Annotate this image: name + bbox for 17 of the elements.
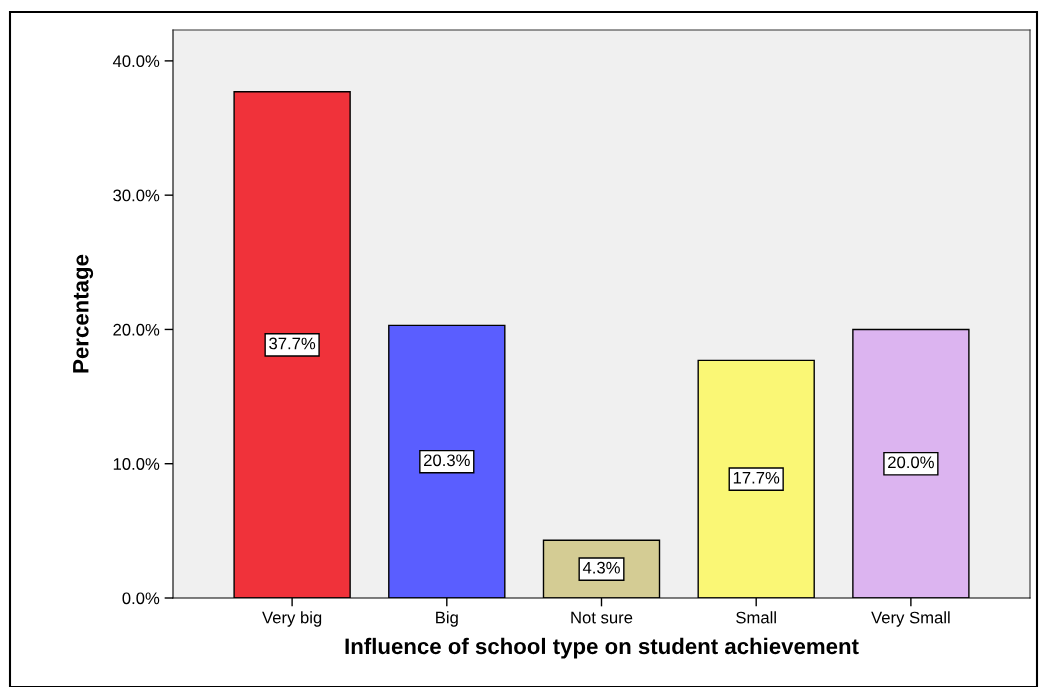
data-label: 17.7% bbox=[733, 471, 780, 484]
x-tick-label: Not sure bbox=[571, 611, 633, 624]
x-axis-title: Influence of school type on student achievement bbox=[345, 637, 859, 659]
y-tick-label: 40.0% bbox=[112, 55, 160, 68]
y-tick-label: 0.0% bbox=[122, 592, 160, 605]
data-label: 20.3% bbox=[424, 454, 470, 467]
x-tick-label: Very Small bbox=[871, 611, 950, 627]
data-label: 4.3% bbox=[582, 561, 620, 574]
y-tick-label: 10.0% bbox=[113, 458, 160, 470]
y-tick-label: 20.0% bbox=[113, 323, 160, 336]
y-axis-title: Percentage bbox=[73, 254, 94, 373]
x-tick-label: Small bbox=[736, 611, 776, 624]
y-tick-label: 30.0% bbox=[113, 189, 160, 202]
x-tick-label: Very big bbox=[262, 611, 322, 627]
x-tick-label: Big bbox=[436, 611, 458, 627]
data-label: 20.0% bbox=[888, 456, 934, 469]
data-label: 37.7% bbox=[269, 337, 316, 350]
